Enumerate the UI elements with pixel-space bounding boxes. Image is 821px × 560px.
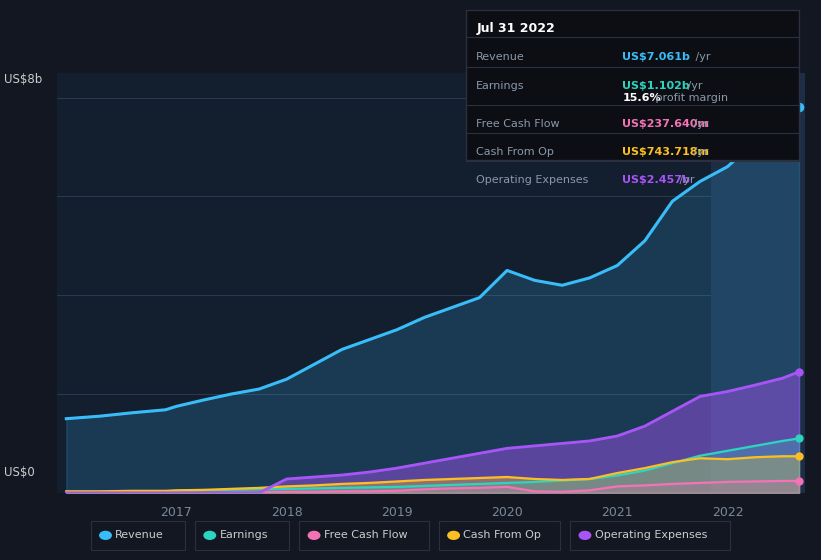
Text: 15.6%: 15.6% xyxy=(622,93,661,103)
Text: profit margin: profit margin xyxy=(652,93,728,103)
Text: US$8b: US$8b xyxy=(4,73,43,86)
Text: Cash From Op: Cash From Op xyxy=(476,147,554,157)
Bar xyxy=(711,73,805,493)
Text: US$1.102b: US$1.102b xyxy=(622,81,690,91)
Text: Earnings: Earnings xyxy=(220,530,268,540)
Text: US$743.718m: US$743.718m xyxy=(622,147,709,157)
Text: US$0: US$0 xyxy=(4,466,34,479)
Text: /yr: /yr xyxy=(684,81,703,91)
Text: /yr: /yr xyxy=(692,52,711,62)
Text: Free Cash Flow: Free Cash Flow xyxy=(476,119,560,129)
Text: Revenue: Revenue xyxy=(115,530,164,540)
Text: Cash From Op: Cash From Op xyxy=(463,530,541,540)
Text: Revenue: Revenue xyxy=(476,52,525,62)
Point xyxy=(792,452,805,461)
Text: Jul 31 2022: Jul 31 2022 xyxy=(476,22,555,35)
Text: US$237.640m: US$237.640m xyxy=(622,119,709,129)
Point xyxy=(792,434,805,443)
Point xyxy=(792,367,805,376)
Text: Free Cash Flow: Free Cash Flow xyxy=(323,530,407,540)
Text: /yr: /yr xyxy=(690,147,709,157)
Text: /yr: /yr xyxy=(676,175,695,185)
Point xyxy=(792,103,805,112)
Text: Earnings: Earnings xyxy=(476,81,525,91)
Text: Operating Expenses: Operating Expenses xyxy=(476,175,589,185)
Point xyxy=(792,477,805,486)
Text: US$7.061b: US$7.061b xyxy=(622,52,690,62)
Text: Operating Expenses: Operating Expenses xyxy=(594,530,707,540)
Text: US$2.457b: US$2.457b xyxy=(622,175,690,185)
Text: /yr: /yr xyxy=(690,119,709,129)
